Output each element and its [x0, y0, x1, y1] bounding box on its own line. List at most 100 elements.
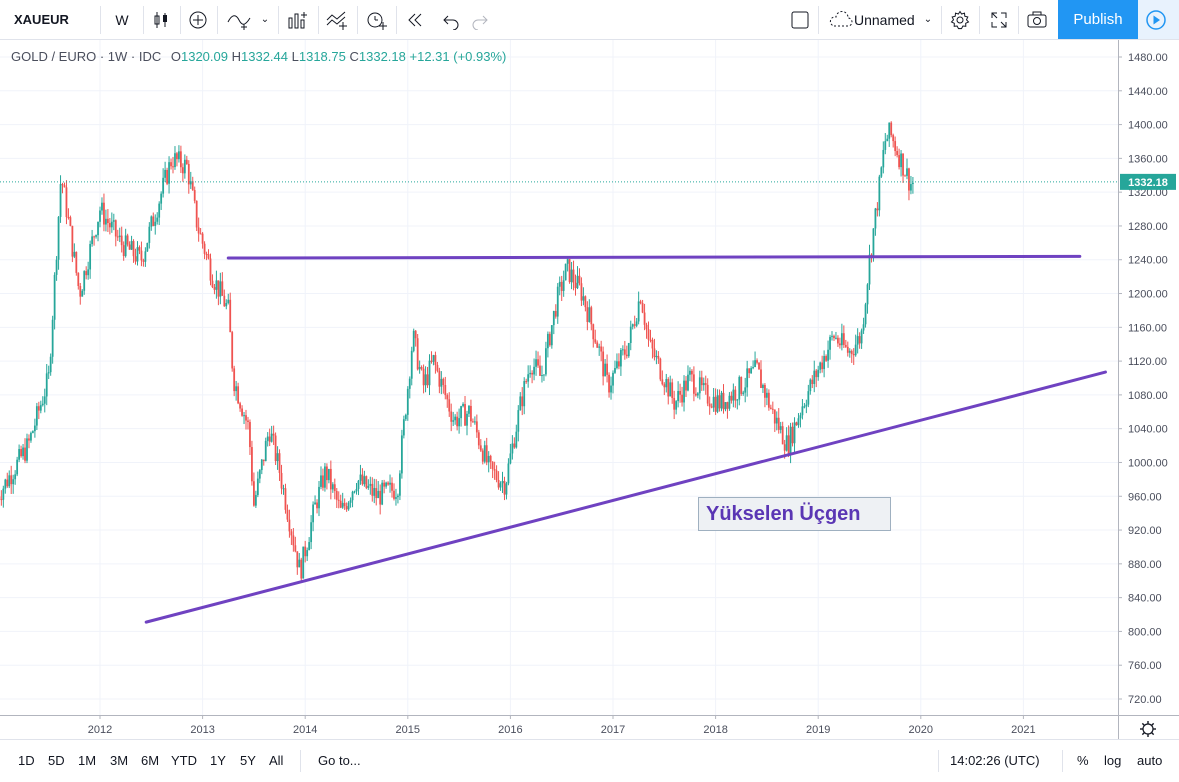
- undo-icon[interactable]: [437, 5, 465, 35]
- range-ytd[interactable]: YTD: [171, 753, 197, 768]
- candle-body: [400, 435, 403, 474]
- legend-symbol[interactable]: GOLD / EURO · 1W · IDC: [11, 49, 162, 64]
- redo-icon[interactable]: [466, 5, 494, 35]
- range-5y[interactable]: 5Y: [240, 753, 256, 768]
- candle-body: [385, 482, 387, 487]
- percent-toggle[interactable]: %: [1077, 753, 1089, 768]
- candle-body: [590, 307, 593, 325]
- candle-body: [562, 280, 565, 291]
- publish-button[interactable]: Publish: [1058, 0, 1138, 39]
- range-1m[interactable]: 1M: [78, 753, 97, 768]
- candle-body: [217, 280, 220, 297]
- candle-body: [229, 299, 232, 333]
- chart-name[interactable]: Unnamed: [854, 12, 915, 28]
- clock-time[interactable]: 14:02:26 (UTC): [950, 753, 1040, 768]
- price-chart[interactable]: 720.00 760.00 800.00 840.00 880.00 920.00 960.…: [0, 40, 1179, 739]
- candle-body: [787, 435, 790, 454]
- legend-close-label: C: [349, 49, 359, 64]
- y-tick-label: 960.00: [1128, 491, 1162, 503]
- candle-body: [651, 339, 654, 349]
- range-1y[interactable]: 1Y: [210, 753, 226, 768]
- candle-body: [383, 482, 386, 487]
- candle-body: [835, 337, 837, 339]
- candle-body: [416, 338, 419, 370]
- candle-body: [507, 463, 510, 484]
- y-tick-label: 1280.00: [1128, 221, 1168, 233]
- camera-icon[interactable]: [1023, 5, 1051, 35]
- candle-body: [580, 283, 583, 301]
- candle-body: [525, 381, 528, 383]
- candle-body: [351, 491, 354, 501]
- candle-body: [546, 333, 549, 349]
- compare-add-icon[interactable]: [184, 5, 212, 35]
- candle-body: [694, 393, 697, 396]
- candle-body: [367, 485, 370, 488]
- candle-body: [797, 418, 800, 426]
- financials-icon[interactable]: [283, 5, 313, 35]
- pattern-annotation[interactable]: Yükselen Üçgen: [698, 497, 891, 531]
- candle-body: [483, 445, 486, 462]
- replay-icon[interactable]: [400, 5, 430, 35]
- candle-body: [495, 470, 498, 480]
- trendlines[interactable]: [0, 181, 1118, 624]
- candle-body: [777, 417, 780, 430]
- gear-icon[interactable]: [946, 5, 974, 35]
- candle-body: [63, 185, 66, 188]
- candle-body: [472, 421, 474, 423]
- candle-body: [750, 368, 753, 374]
- auto-toggle[interactable]: auto: [1137, 753, 1163, 768]
- candle-body: [645, 324, 648, 330]
- candle-body: [464, 404, 466, 426]
- y-tick-label: 1120.00: [1128, 356, 1167, 368]
- candle-body: [124, 235, 127, 257]
- candle-body: [568, 259, 571, 283]
- y-tick-label: 1040.00: [1128, 424, 1168, 436]
- range-5d[interactable]: 5D: [48, 753, 65, 768]
- candle-body: [454, 416, 457, 421]
- indicators-icon[interactable]: [222, 5, 256, 35]
- symbol-search[interactable]: XAUEUR: [14, 12, 69, 27]
- candle-body: [120, 235, 123, 246]
- bottombar-divider: [300, 750, 301, 772]
- axis-settings-icon-tooth: [1141, 722, 1145, 726]
- templates-icon[interactable]: [322, 5, 352, 35]
- candle-body: [310, 522, 313, 543]
- candle-body: [539, 365, 541, 376]
- range-3m[interactable]: 3M: [110, 753, 129, 768]
- candle-body: [807, 391, 810, 405]
- candle-body: [801, 406, 804, 416]
- chevron-down-icon[interactable]: ⌄: [260, 14, 270, 25]
- candles-icon[interactable]: [147, 5, 175, 35]
- candle-body: [608, 374, 610, 393]
- fullscreen-icon[interactable]: [985, 5, 1013, 35]
- candle-body: [572, 269, 575, 283]
- candle-body: [32, 431, 34, 433]
- candle-body: [548, 333, 551, 346]
- log-toggle[interactable]: log: [1104, 753, 1122, 768]
- candle-body: [902, 153, 904, 176]
- candle-body: [12, 479, 15, 485]
- candle-body: [103, 202, 105, 225]
- play-icon[interactable]: [1138, 0, 1179, 39]
- candle-body: [8, 475, 11, 487]
- interval-button[interactable]: W: [115, 12, 129, 28]
- candle-body: [432, 355, 435, 362]
- fullscreen-select-icon[interactable]: [786, 5, 814, 35]
- candle-body: [436, 364, 439, 371]
- toolbar-divider: [941, 6, 942, 34]
- candle-body: [402, 419, 405, 436]
- candle-body: [126, 235, 129, 245]
- legend-high-label: H: [231, 49, 241, 64]
- candle-body: [892, 135, 895, 142]
- candle-body: [87, 269, 90, 276]
- goto-button[interactable]: Go to...: [318, 753, 361, 768]
- alert-clock-icon[interactable]: [361, 5, 391, 35]
- range-1d[interactable]: 1D: [18, 753, 35, 768]
- range-6m[interactable]: 6M: [141, 753, 160, 768]
- candle-body: [26, 438, 28, 461]
- candle-body: [657, 355, 660, 359]
- candle-body: [775, 417, 778, 424]
- range-all[interactable]: All: [269, 753, 284, 768]
- chart-axes: 720.00 760.00 800.00 840.00 880.00 920.00 960.…: [0, 40, 1179, 739]
- chevron-down-icon[interactable]: ⌄: [923, 14, 933, 25]
